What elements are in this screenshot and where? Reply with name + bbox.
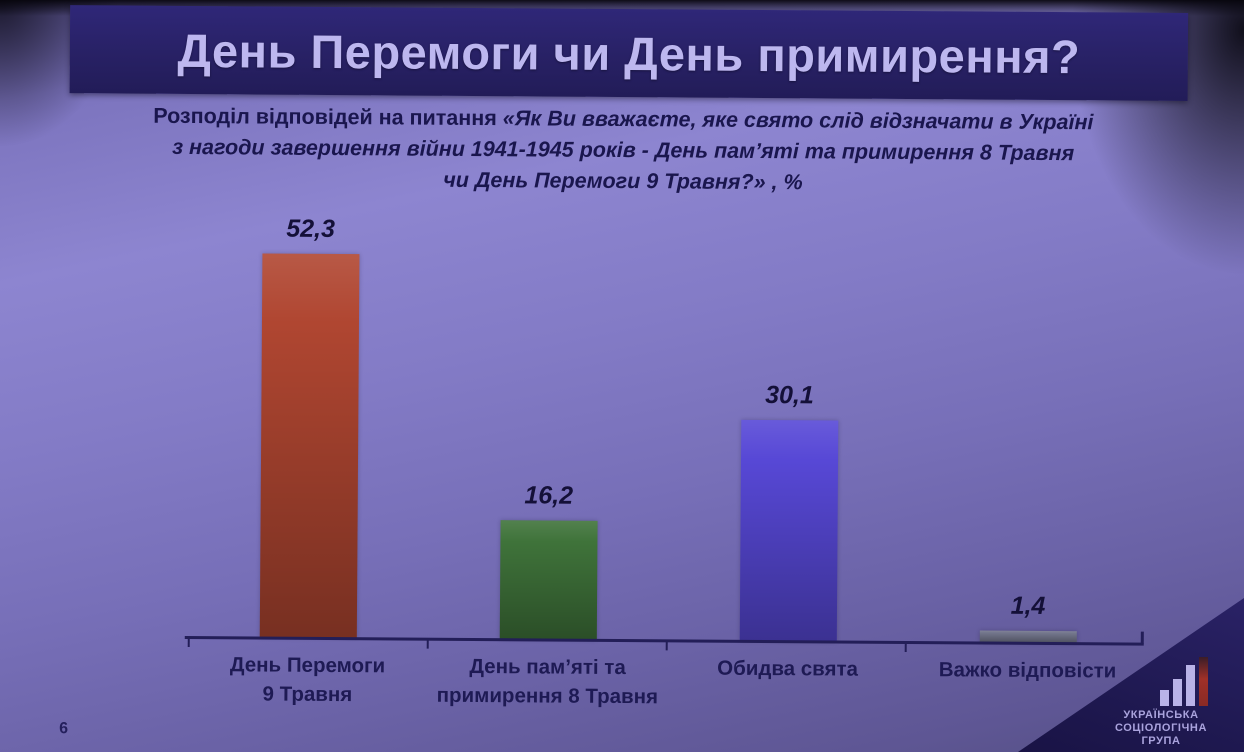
bar-3 — [739, 419, 839, 642]
bar-value-label: 1,4 — [1010, 591, 1046, 620]
bar-1 — [259, 253, 360, 639]
logo-bar-accent — [1199, 657, 1208, 706]
bar-value-label: 30,1 — [765, 381, 814, 410]
axis-tick-4 — [904, 642, 907, 653]
category-label: Обидва свята — [717, 656, 859, 681]
logo-bar-2 — [1173, 679, 1182, 706]
axis-tick-1 — [187, 637, 190, 648]
org-logo: УКРАЇНСЬКА СОЦІОЛОГІЧНА ГРУПА — [1086, 656, 1236, 748]
bar-value-label: 52,3 — [286, 214, 336, 244]
axis-tick-2 — [426, 639, 429, 649]
logo-bar-1 — [1160, 690, 1169, 706]
category-label: День пам’яті та примирення 8 Травня — [436, 654, 659, 709]
axis-tick-right — [1140, 631, 1144, 644]
axis-tick-3 — [665, 641, 668, 651]
org-name: УКРАЇНСЬКА СОЦІОЛОГІЧНА ГРУПА — [1115, 709, 1207, 747]
logo-bar-3 — [1186, 665, 1195, 706]
category-label: День Перемоги 9 Травня — [229, 653, 386, 707]
page-number: 6 — [59, 720, 69, 738]
bar-2 — [499, 520, 598, 640]
bar-value-label: 16,2 — [524, 481, 574, 510]
bar-chart-logo-icon — [1086, 656, 1208, 706]
